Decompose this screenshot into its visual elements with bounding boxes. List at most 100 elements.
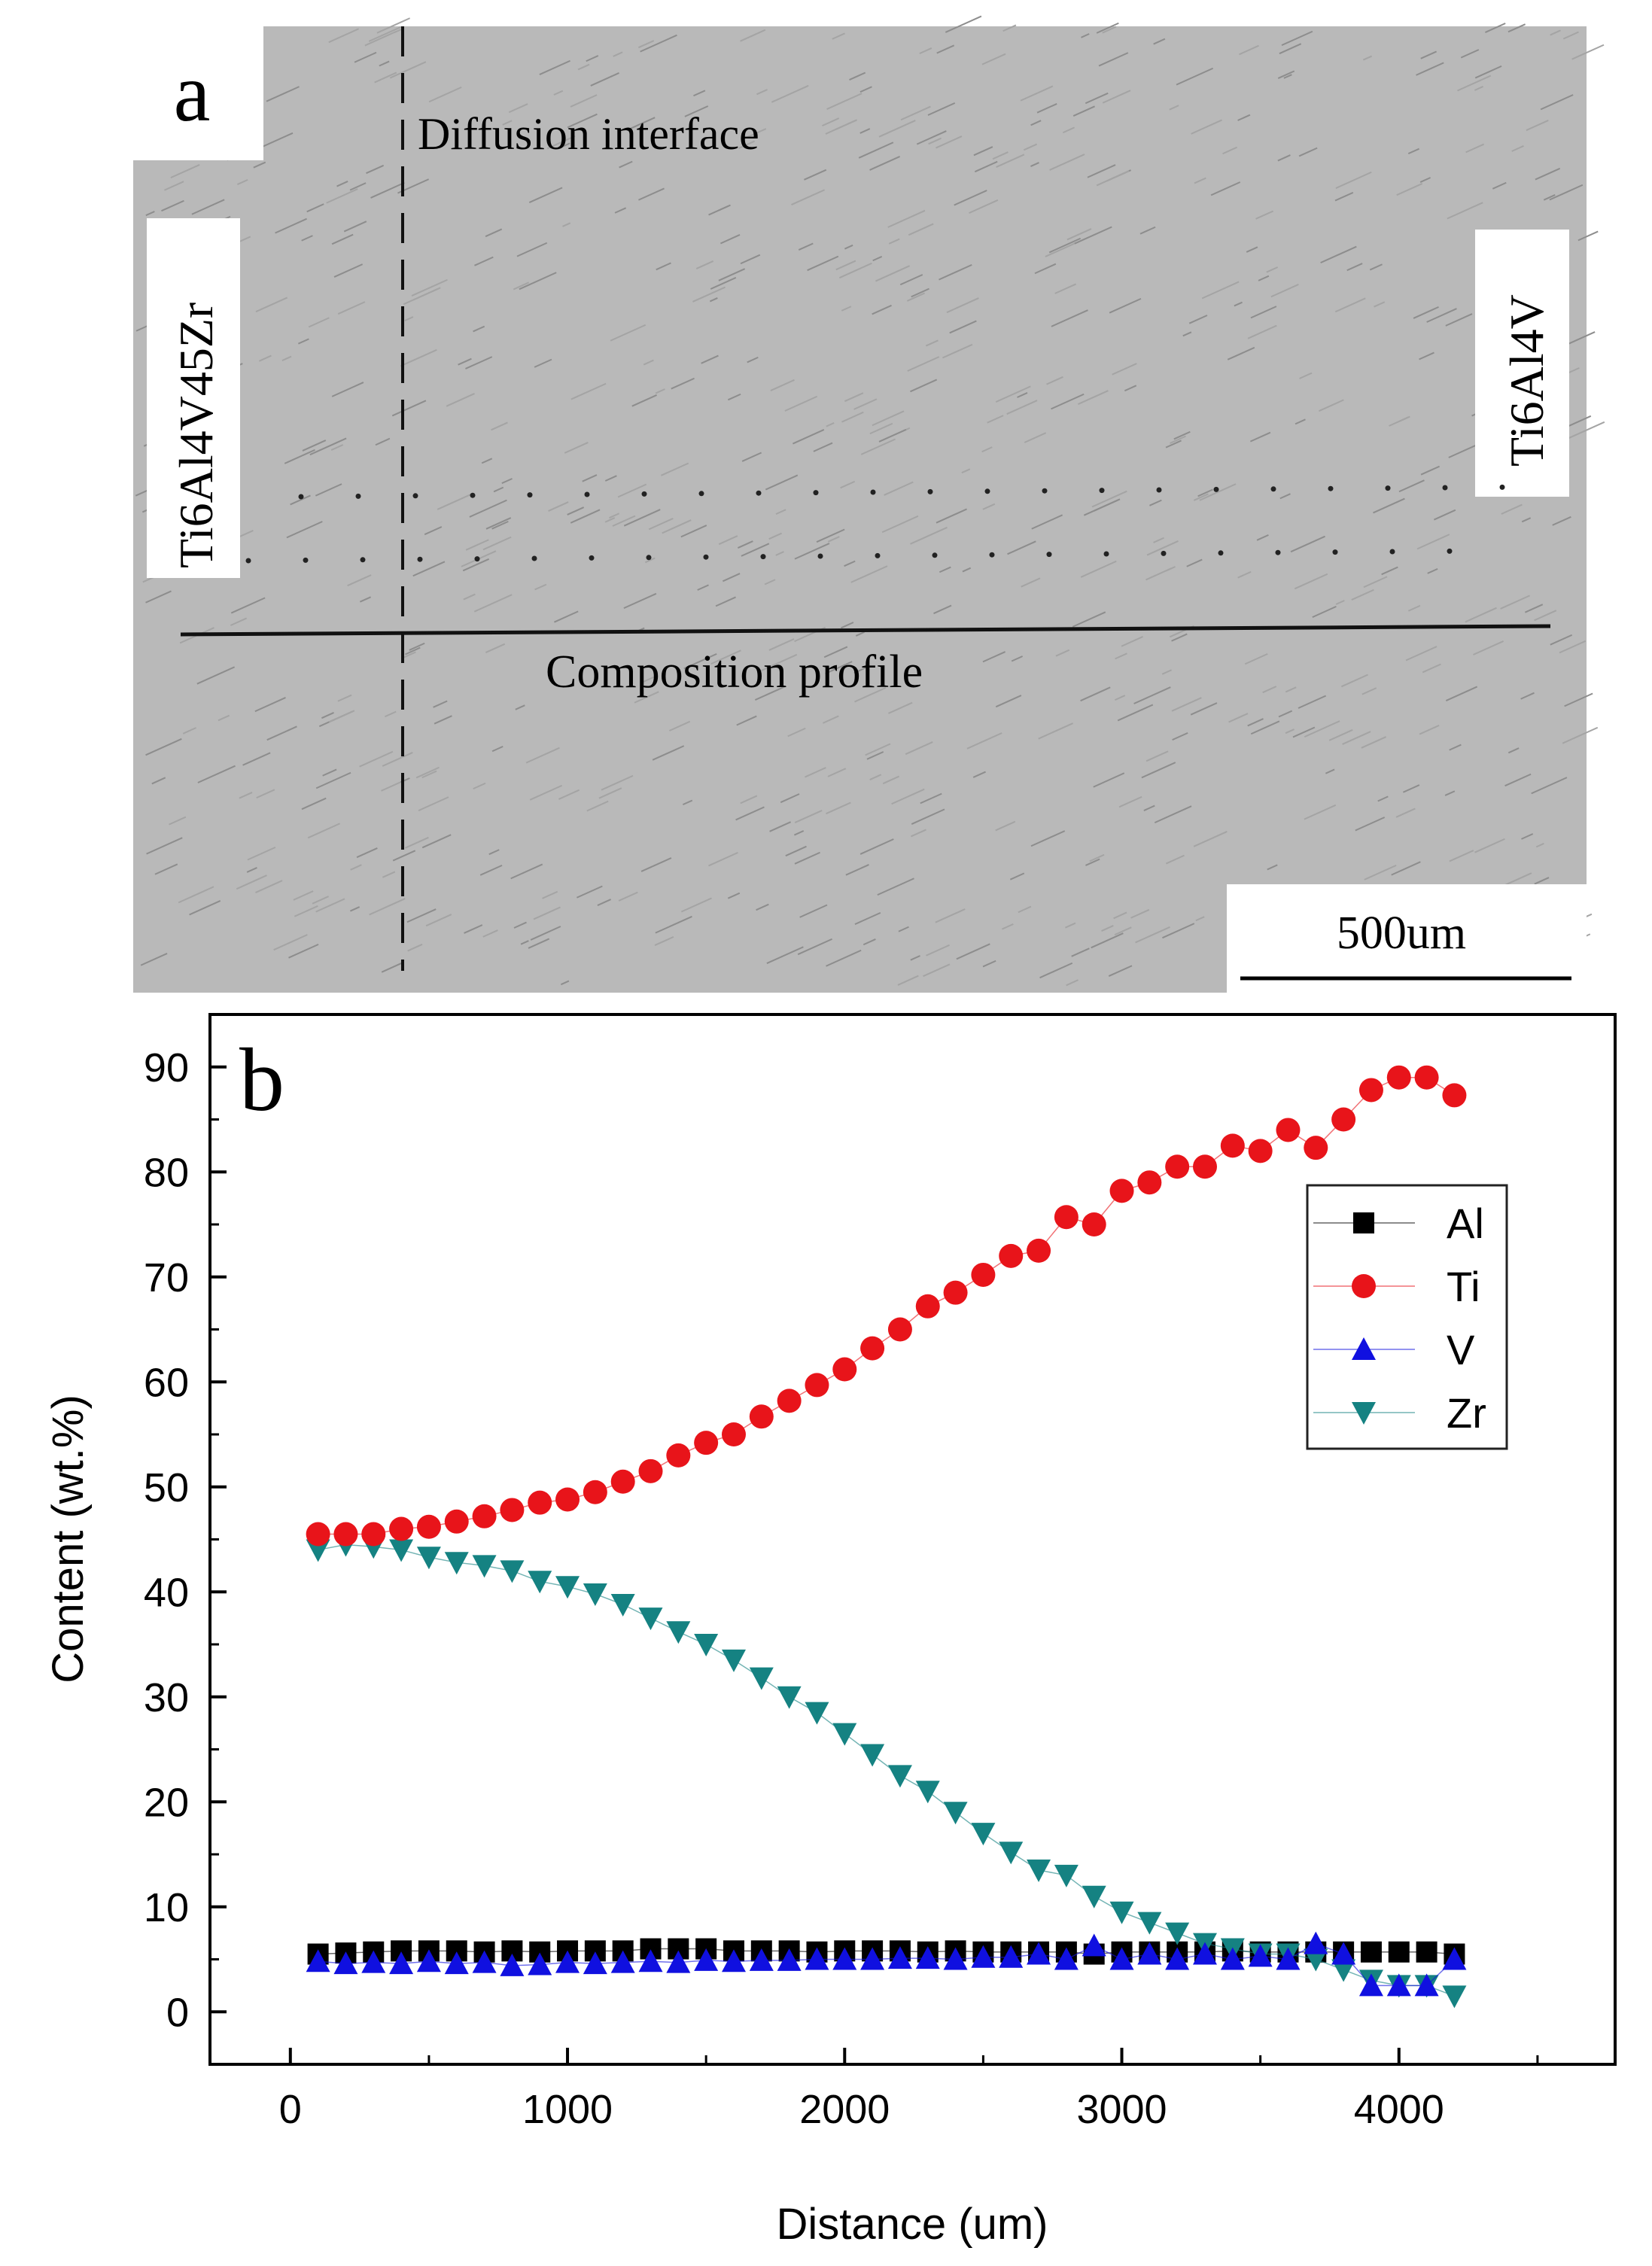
texture-streak (1426, 308, 1457, 323)
texture-streak (1054, 283, 1077, 294)
texture-streak (406, 908, 437, 923)
texture-streak (623, 592, 657, 610)
data-point-ti (860, 1336, 885, 1361)
texture-streak (859, 128, 871, 134)
data-point-v (1331, 1942, 1356, 1965)
data-point-ti (500, 1498, 525, 1522)
texture-streak (409, 642, 425, 651)
indentation-marks (245, 484, 1505, 564)
texture-streak (1101, 925, 1114, 932)
data-point-zr (721, 1649, 746, 1672)
texture-streak (1071, 947, 1090, 957)
texture-streak (145, 590, 172, 604)
texture-streak (910, 526, 948, 545)
data-point-zr (749, 1667, 774, 1690)
texture-streak (1113, 911, 1127, 920)
data-point-zr (610, 1593, 635, 1617)
texture-streak (418, 796, 449, 812)
plot-frame (208, 1013, 1617, 2066)
texture-streak (558, 142, 570, 149)
texture-streak (1571, 44, 1605, 60)
texture-streak (376, 17, 411, 34)
texture-streak (1066, 228, 1092, 241)
texture-streak (1087, 164, 1116, 178)
data-point-ti (1276, 1118, 1301, 1142)
texture-streak (727, 393, 741, 401)
data-point-ti (444, 1509, 469, 1534)
y-tick-label: 80 (144, 1150, 189, 1195)
texture-streak (1511, 144, 1524, 152)
texture-streak (906, 292, 926, 302)
data-point-zr (777, 1686, 802, 1709)
texture-streak (469, 499, 507, 518)
texture-streak (501, 478, 513, 485)
texture-streak (510, 863, 543, 880)
texture-streak (816, 528, 845, 543)
texture-streak (1342, 731, 1371, 745)
texture-streak (1169, 105, 1179, 111)
texture-streak (446, 393, 475, 407)
texture-streak (693, 90, 706, 97)
texture-streak (981, 446, 993, 453)
texture-streak (1460, 49, 1480, 59)
texture-streak (145, 738, 182, 756)
texture-streak (1239, 44, 1259, 56)
texture-streak (875, 265, 911, 282)
texture-streak (307, 823, 341, 839)
texture-streak (1039, 962, 1073, 979)
texture-streak (516, 242, 548, 257)
texture-streak (520, 940, 529, 945)
indent-mark (1328, 485, 1334, 491)
texture-streak (350, 864, 362, 871)
texture-streak (1165, 566, 1176, 572)
texture-streak (1298, 147, 1318, 157)
y-tick-label: 40 (144, 1570, 189, 1615)
panel-a-micrograph: a Diffusion interface Ti6Al4V45Zr Ti6Al4… (133, 15, 1605, 993)
texture-streak (1255, 210, 1274, 220)
texture-streak (1017, 392, 1028, 398)
indent-mark (1046, 552, 1052, 558)
right-alloy-label: Ti6Al4V (1500, 294, 1553, 467)
texture-streak (315, 483, 342, 497)
y-tick-label: 0 (166, 1990, 189, 2035)
data-point-zr (1165, 1922, 1190, 1945)
texture-streak (1085, 92, 1109, 105)
texture-streak (481, 458, 493, 464)
texture-streak (741, 543, 770, 557)
texture-streak (1096, 170, 1130, 187)
data-point-ti (749, 1404, 774, 1429)
texture-streak (433, 700, 448, 708)
data-point-ti (1358, 1078, 1383, 1103)
texture-streak (826, 801, 851, 815)
texture-streak (286, 521, 323, 539)
texture-streak (838, 262, 872, 279)
indent-mark (1442, 485, 1448, 491)
texture-streak (349, 182, 367, 191)
texture-streak (1197, 488, 1213, 497)
texture-streak (859, 86, 872, 93)
texture-streak (891, 788, 925, 805)
texture-streak (350, 906, 361, 912)
texture-streak (1102, 26, 1117, 34)
texture-streak (381, 962, 403, 973)
texture-streak (577, 63, 590, 71)
composition-profile-line (180, 624, 1551, 637)
texture-streak (519, 272, 557, 290)
data-point-v (1027, 1942, 1051, 1965)
legend-marker-al (1353, 1212, 1374, 1233)
texture-streak (925, 339, 939, 347)
texture-streak (1190, 702, 1218, 716)
data-point-zr (666, 1621, 691, 1644)
texture-streak (881, 515, 919, 534)
texture-streak (825, 661, 853, 675)
texture-streak (1030, 830, 1066, 847)
texture-streak (328, 28, 360, 44)
indent-mark (1161, 550, 1167, 556)
texture-streak (869, 774, 882, 780)
texture-streak (1124, 385, 1137, 392)
x-tick-label: 3000 (1076, 2087, 1167, 2132)
texture-streak (1222, 146, 1237, 155)
data-point-v (638, 1949, 663, 1972)
texture-streak (333, 263, 364, 278)
data-point-v (666, 1950, 691, 1973)
